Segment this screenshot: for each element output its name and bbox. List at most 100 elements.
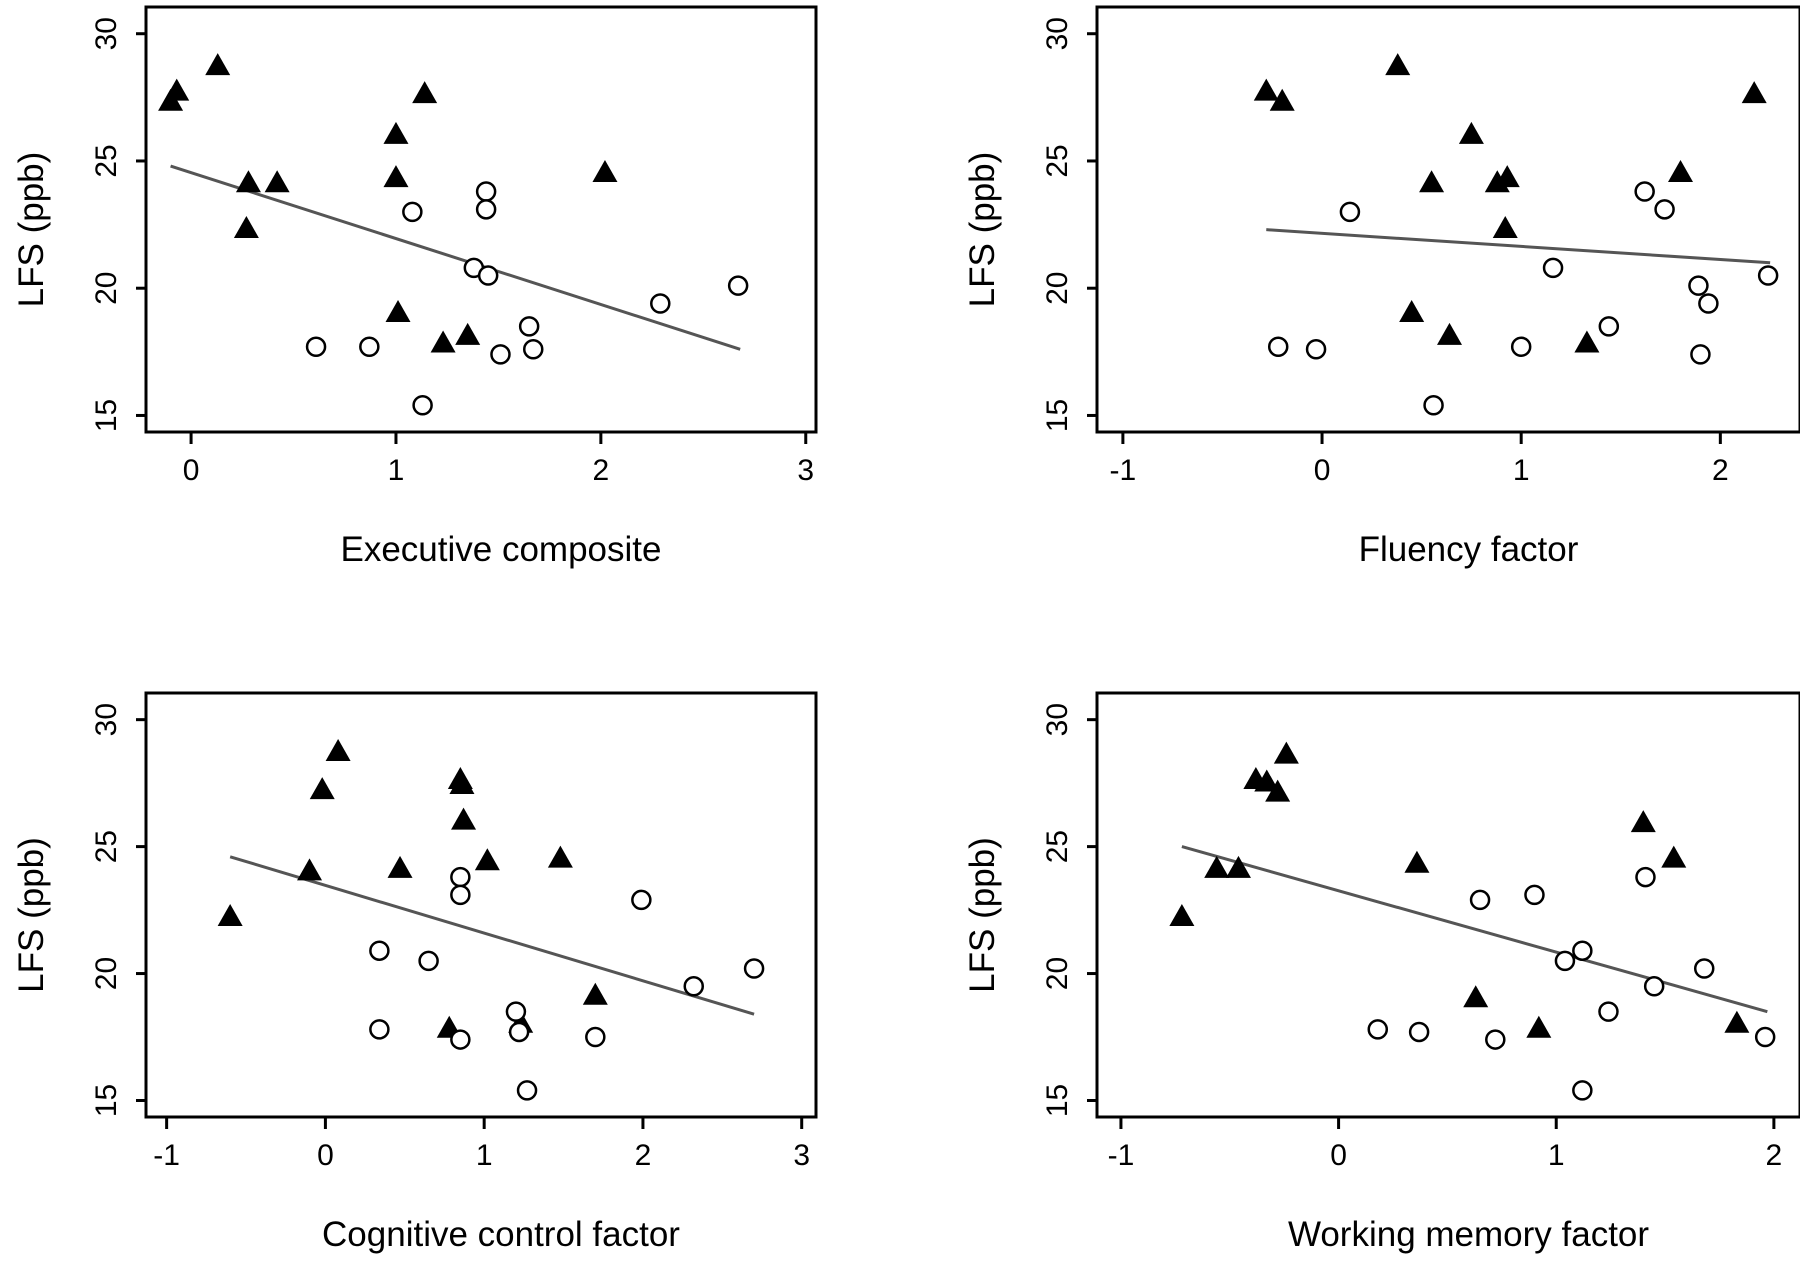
plot-frame <box>1095 691 1800 1119</box>
x-tick-label: 1 <box>476 1139 493 1172</box>
circle-point <box>1693 958 1715 979</box>
circle-point <box>477 265 499 286</box>
triangle-point <box>1526 1015 1552 1038</box>
circle-point <box>1643 975 1665 997</box>
circle-point <box>1423 395 1444 416</box>
triangle-point <box>1265 779 1291 802</box>
fit-line <box>1266 228 1771 265</box>
circle-point <box>516 1080 538 1101</box>
triangle-point <box>1225 855 1251 878</box>
circle-point <box>475 181 497 202</box>
triangle-point <box>1463 985 1489 1008</box>
x-tick-label: -1 <box>1110 454 1137 487</box>
fit-line <box>229 855 755 1016</box>
y-tick-label: 15 <box>1041 399 1074 432</box>
y-tick-label: 15 <box>90 1084 123 1117</box>
triangle-point <box>1385 53 1411 76</box>
triangle-point <box>309 777 335 800</box>
plot-frame <box>144 691 818 1119</box>
y-axis-title: LFS (ppb) <box>12 837 51 993</box>
circle-point <box>743 958 765 979</box>
triangle-point <box>412 81 438 104</box>
y-tick-label: 25 <box>1041 144 1074 177</box>
circle-point <box>412 395 433 416</box>
x-tick-label: -1 <box>153 1139 180 1172</box>
circle-point <box>1267 336 1289 357</box>
circle-point <box>1654 199 1675 220</box>
triangle-point <box>235 170 261 193</box>
triangle-point <box>1436 322 1462 345</box>
triangle-point <box>1399 300 1425 323</box>
y-axis-title: LFS (ppb) <box>12 152 51 308</box>
triangle-point <box>1273 741 1299 764</box>
triangle-point <box>1574 330 1600 353</box>
triangle-point <box>430 330 456 353</box>
circle-point <box>1572 940 1593 961</box>
fit-line <box>170 164 741 351</box>
circle-point <box>683 975 704 997</box>
y-axis-title: LFS (ppb) <box>963 152 1002 308</box>
circle-point <box>402 201 423 223</box>
triangle-point <box>387 855 413 878</box>
circle-point <box>1408 1021 1430 1043</box>
y-tick-label: 30 <box>90 703 123 736</box>
x-tick-label: 0 <box>317 1139 334 1172</box>
y-tick-label: 30 <box>1041 17 1074 50</box>
triangle-point <box>1404 850 1430 873</box>
circle-point <box>1598 316 1620 337</box>
circle-point <box>1510 336 1532 357</box>
triangle-point <box>1458 121 1484 144</box>
triangle-point <box>1741 81 1767 104</box>
circle-point <box>418 950 439 972</box>
triangle-point <box>385 300 411 323</box>
circle-point <box>369 1019 390 1040</box>
x-axis-title: Cognitive control factor <box>322 1215 680 1254</box>
x-axis-title: Executive composite <box>341 530 662 569</box>
circle-point <box>1305 339 1327 360</box>
circle-point <box>631 889 652 911</box>
circle-point <box>1757 265 1779 286</box>
x-tick-label: 2 <box>593 454 610 487</box>
triangle-point <box>455 322 481 345</box>
triangle-point <box>164 78 190 101</box>
circle-point <box>1485 1029 1506 1050</box>
triangle-point <box>1269 88 1295 111</box>
circle-point <box>369 940 390 961</box>
circle-point <box>1754 1026 1776 1048</box>
triangle-point <box>592 160 618 183</box>
circle-point <box>727 275 749 296</box>
circle-point <box>1339 201 1361 223</box>
triangle-point <box>233 216 259 239</box>
y-tick-label: 15 <box>90 399 123 432</box>
triangle-point <box>1661 845 1687 868</box>
circle-point <box>359 336 380 357</box>
x-tick-label: 1 <box>1513 454 1530 487</box>
x-tick-label: 3 <box>797 454 814 487</box>
fit-line <box>1181 845 1768 1014</box>
y-tick-label: 20 <box>1041 957 1074 990</box>
triangle-point <box>1169 904 1195 927</box>
y-tick-label: 25 <box>90 830 123 863</box>
x-tick-label: 2 <box>635 1139 652 1172</box>
circle-point <box>450 866 471 888</box>
triangle-point <box>1724 1010 1750 1033</box>
circle-point <box>1634 181 1655 202</box>
circle-point <box>1554 950 1576 972</box>
y-tick-label: 25 <box>90 144 123 177</box>
scatter-panel-1: 15 20 25 30 0 1 2 3 Executive composite LFS (ppb) <box>12 5 818 569</box>
circle-point <box>518 316 540 337</box>
triangle-point <box>1630 810 1656 833</box>
triangle-point <box>451 807 477 830</box>
triangle-point <box>383 165 409 188</box>
triangle-point <box>1254 769 1280 792</box>
circle-point <box>450 1029 471 1050</box>
triangle-point <box>1668 160 1694 183</box>
triangle-point <box>449 772 475 795</box>
y-tick-label: 30 <box>1041 703 1074 736</box>
circle-point <box>585 1026 606 1048</box>
triangle-point <box>1492 216 1518 239</box>
circle-point <box>1542 257 1564 279</box>
x-tick-label: 1 <box>1548 1139 1565 1172</box>
x-tick-label: 3 <box>793 1139 810 1172</box>
